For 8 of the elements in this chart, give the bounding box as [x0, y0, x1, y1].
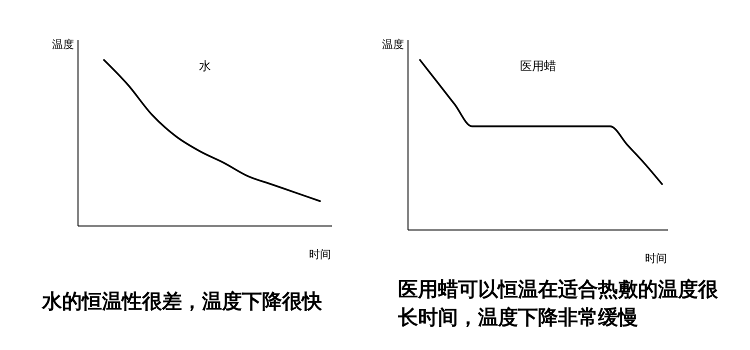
- text: 医用蜡可以恒温在适合热敷的温度很长时间，温度下降非常缓慢: [397, 277, 719, 329]
- y-axis-title: 温度: [382, 38, 404, 51]
- x-axis-title: 时间: [309, 248, 331, 261]
- x-axis-title: 时间: [645, 252, 667, 265]
- chart-title: 水: [199, 59, 211, 73]
- y-axis-title: 温度: [52, 38, 74, 51]
- text: 水的恒温性很差，温度下降很快: [41, 289, 323, 313]
- chart-title: 医用蜡: [520, 59, 556, 73]
